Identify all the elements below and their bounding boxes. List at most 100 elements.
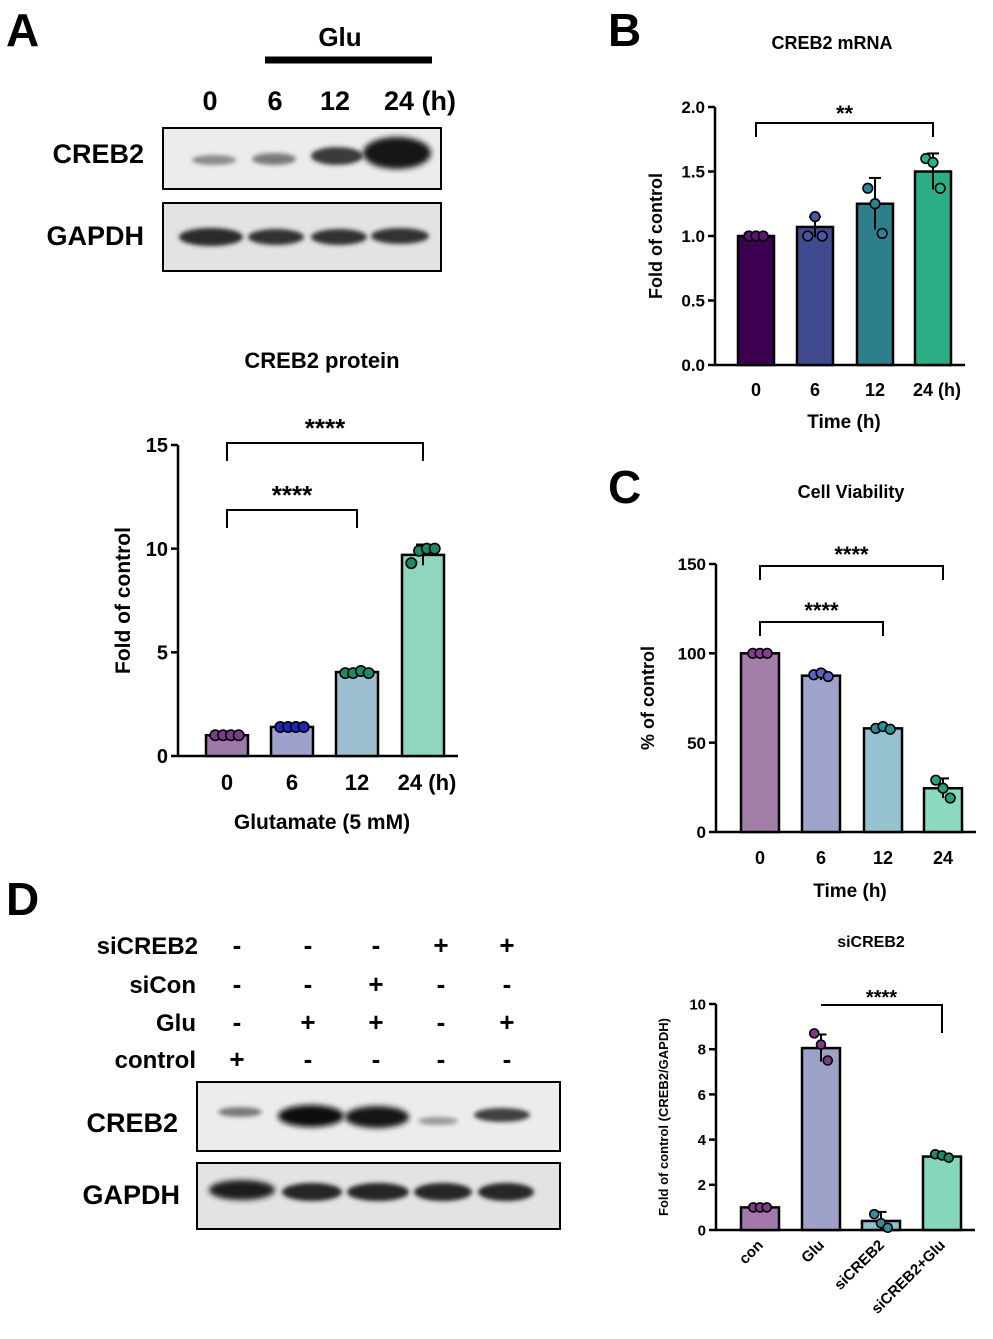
- band: [282, 1183, 342, 1201]
- condition-sign: +: [368, 1007, 383, 1037]
- significance-label: **: [836, 101, 854, 126]
- panel-letter-c: C: [608, 461, 641, 513]
- data-point: [927, 156, 939, 169]
- y-tick-label: 0: [157, 746, 168, 768]
- y-tick-label: 150: [678, 555, 706, 574]
- x-tick-label: 6: [810, 380, 820, 400]
- x-tick-label: 6: [286, 770, 298, 795]
- band: [311, 147, 363, 165]
- x-tick-label: 12: [345, 770, 369, 795]
- bar: [913, 170, 953, 367]
- chart-cell-viability: Cell Viability 0 50 100 150 % of control Time …: [638, 482, 976, 902]
- condition-label: control: [115, 1047, 196, 1074]
- x-tick-label: 0: [221, 770, 233, 795]
- bar: [739, 652, 781, 834]
- condition-sign: +: [499, 930, 514, 960]
- y-tick-label: 8: [698, 1042, 706, 1059]
- x-axis-label: Time (h): [813, 881, 887, 902]
- x-tick-label: 0: [751, 380, 761, 400]
- data-point: [862, 182, 874, 194]
- data-point: [943, 1152, 955, 1163]
- blot-d-row-label-creb2: CREB2: [86, 1108, 178, 1138]
- chart-title: CREB2 protein: [244, 348, 399, 373]
- condition-sign: -: [503, 969, 512, 999]
- panel-letter-b: B: [608, 4, 641, 56]
- band: [345, 1106, 409, 1128]
- y-axis-label: % of control: [638, 646, 658, 750]
- band: [414, 1183, 472, 1201]
- condition-sign: -: [437, 969, 446, 999]
- x-tick-label: 24 (h): [398, 770, 457, 795]
- band: [474, 1108, 530, 1122]
- y-tick-label: 2: [698, 1177, 706, 1194]
- x-tick-label: con: [736, 1237, 767, 1268]
- data-point: [822, 670, 834, 683]
- y-axis-label: Fold of control: [646, 173, 666, 299]
- y-tick-label: 10: [146, 539, 168, 561]
- x-tick-label: 24 (h): [913, 380, 961, 400]
- y-tick-label: 4: [698, 1132, 707, 1149]
- data-point: [944, 792, 956, 804]
- x-tick-label: Glu: [798, 1237, 828, 1267]
- x-tick-label: 12: [873, 848, 893, 868]
- condition-label: siCon: [129, 972, 196, 999]
- significance-label: ****: [272, 480, 313, 510]
- blot-a-row-label-gapdh: GAPDH: [46, 221, 144, 251]
- data-point: [232, 729, 245, 742]
- significance-bracket: [821, 1004, 943, 1033]
- data-point: [876, 227, 888, 240]
- blot-a-lane-label-0: 0: [202, 86, 217, 116]
- band: [478, 1183, 534, 1201]
- chart-title: Cell Viability: [798, 482, 905, 502]
- blot-a-lane-label-6: 6: [267, 86, 282, 116]
- bar: [862, 727, 904, 834]
- significance-label: ****: [866, 987, 897, 1009]
- significance-label: ****: [305, 413, 346, 443]
- blot-d-row-label-gapdh: GAPDH: [82, 1180, 180, 1210]
- blot-d-gapdh-bands: [209, 1180, 534, 1201]
- band: [218, 1107, 262, 1117]
- data-point: [809, 211, 821, 223]
- band: [311, 229, 367, 245]
- significance-label: ****: [834, 542, 869, 567]
- condition-sign: -: [304, 930, 313, 960]
- chart-sicreb2: siCREB2 0 2 4 6 8 10 Fold of control (CREB2/GAP…: [656, 934, 975, 1318]
- data-point: [934, 182, 946, 194]
- condition-sign: -: [233, 969, 242, 999]
- data-point: [761, 1202, 773, 1213]
- data-point: [815, 1039, 827, 1050]
- significance-bracket: [759, 565, 944, 580]
- panel-letter-d: D: [6, 873, 39, 925]
- chart-title: siCREB2: [837, 934, 905, 951]
- x-tick-label: siCREB2: [831, 1237, 888, 1294]
- y-tick-label: 0.0: [681, 356, 705, 375]
- band: [179, 228, 243, 246]
- data-point: [405, 557, 418, 570]
- band: [418, 1117, 458, 1125]
- data-point: [884, 723, 896, 735]
- y-tick-label: 15: [146, 435, 168, 457]
- band: [192, 155, 236, 165]
- y-tick-label: 50: [687, 734, 706, 753]
- x-tick-label: 0: [755, 848, 765, 868]
- panel-letter-a: A: [6, 4, 39, 56]
- bar: [800, 674, 842, 834]
- condition-sign: -: [372, 1044, 381, 1074]
- condition-sign: +: [433, 930, 448, 960]
- bar: [800, 1046, 842, 1232]
- data-point: [882, 1222, 894, 1234]
- y-tick-label: 1.0: [681, 227, 705, 246]
- data-point: [362, 667, 375, 680]
- y-tick-label: 6: [698, 1087, 706, 1104]
- data-point: [822, 1055, 834, 1066]
- band: [363, 137, 431, 169]
- x-tick-label: 12: [865, 380, 885, 400]
- bar: [400, 553, 446, 758]
- western-blot-a: Glu 0 6 12 24 (h) CREB2 GAPDH: [46, 22, 456, 272]
- western-blot-d: siCREB2 siCon Glu control - - - + + - - …: [82, 930, 561, 1230]
- blot-a-row-label-creb2: CREB2: [52, 139, 144, 169]
- band: [347, 1183, 409, 1201]
- chart-creb2-mrna: CREB2 mRNA 0.0 0.5 1.0 1.5 2.0 Fold of control…: [646, 33, 965, 433]
- data-point: [930, 774, 942, 786]
- chart-creb2-protein: CREB2 protein 0 5 10 15 Fold of control Glutam…: [112, 348, 458, 834]
